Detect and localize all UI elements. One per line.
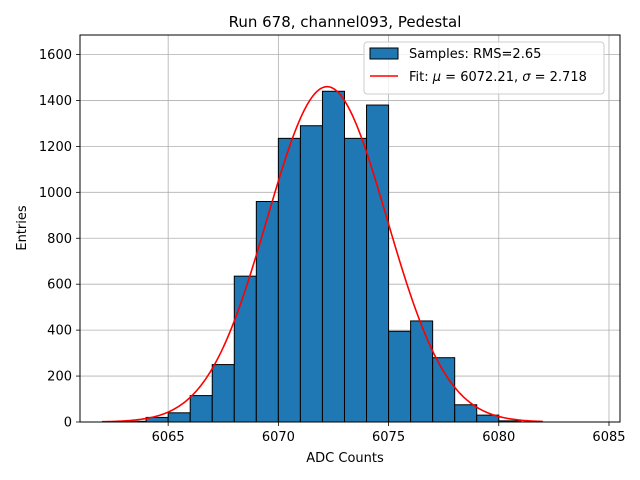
x-tick-label: 6080: [482, 430, 515, 445]
legend-fit-sigma-value: = 2.718: [530, 70, 586, 85]
histogram-bar: [211, 364, 235, 423]
histogram-bar: [299, 125, 323, 423]
histogram-bar: [410, 320, 434, 423]
y-tick-label: 200: [47, 370, 72, 385]
legend-fit-mu-symbol: μ: [432, 70, 441, 85]
histogram-bar: [255, 201, 279, 423]
x-axis-label: ADC Counts: [306, 451, 384, 466]
histogram-bar: [233, 275, 257, 423]
x-tick-label: 6065: [152, 430, 185, 445]
histogram-bar: [277, 137, 301, 423]
y-axis-label: Entries: [15, 205, 30, 251]
y-axis-ticks: 0 200 400 600 800 1000 1200 1400 1600: [39, 48, 80, 431]
histogram-bar: [454, 404, 478, 423]
y-tick-label: 1400: [39, 94, 72, 109]
plot-frame: [79, 34, 621, 423]
chart-title: Run 678, channel093, Pedestal: [229, 13, 462, 31]
histogram-bar: [343, 137, 368, 423]
y-tick-label: 0: [64, 416, 72, 431]
y-tick-label: 600: [47, 278, 72, 293]
legend-fit-label: Fit: μ = 6072.21, σ = 2.718: [409, 70, 587, 85]
x-tick-label: 6070: [262, 430, 295, 445]
legend-samples-swatch: [369, 47, 399, 60]
legend-samples-label: Samples: RMS=2.65: [409, 47, 541, 62]
histogram-bar: [432, 357, 456, 423]
x-axis-ticks: 6065 6070 6075 6080 6085: [152, 422, 626, 445]
legend-fit-mu-value: = 6072.21,: [441, 70, 522, 85]
fit-curve: [102, 85, 543, 423]
legend: Samples: RMS=2.65 Fit: μ = 6072.21, σ = …: [363, 41, 605, 95]
histogram-bar: [388, 330, 412, 423]
x-tick-label: 6085: [592, 430, 625, 445]
legend-fit-sigma-symbol: σ: [522, 70, 531, 85]
legend-fit-prefix: Fit:: [409, 70, 433, 85]
histogram-bar: [189, 395, 213, 423]
histogram-bar: [321, 90, 345, 423]
y-tick-label: 800: [47, 232, 72, 247]
histogram-bars: [123, 90, 522, 423]
y-tick-label: 1000: [39, 186, 72, 201]
x-tick-label: 6075: [372, 430, 405, 445]
histogram-bar: [167, 412, 191, 423]
y-tick-label: 400: [47, 324, 72, 339]
y-tick-label: 1200: [39, 140, 72, 155]
legend-box: [363, 41, 605, 95]
histogram-bar: [366, 104, 390, 423]
y-tick-label: 1600: [39, 48, 72, 63]
